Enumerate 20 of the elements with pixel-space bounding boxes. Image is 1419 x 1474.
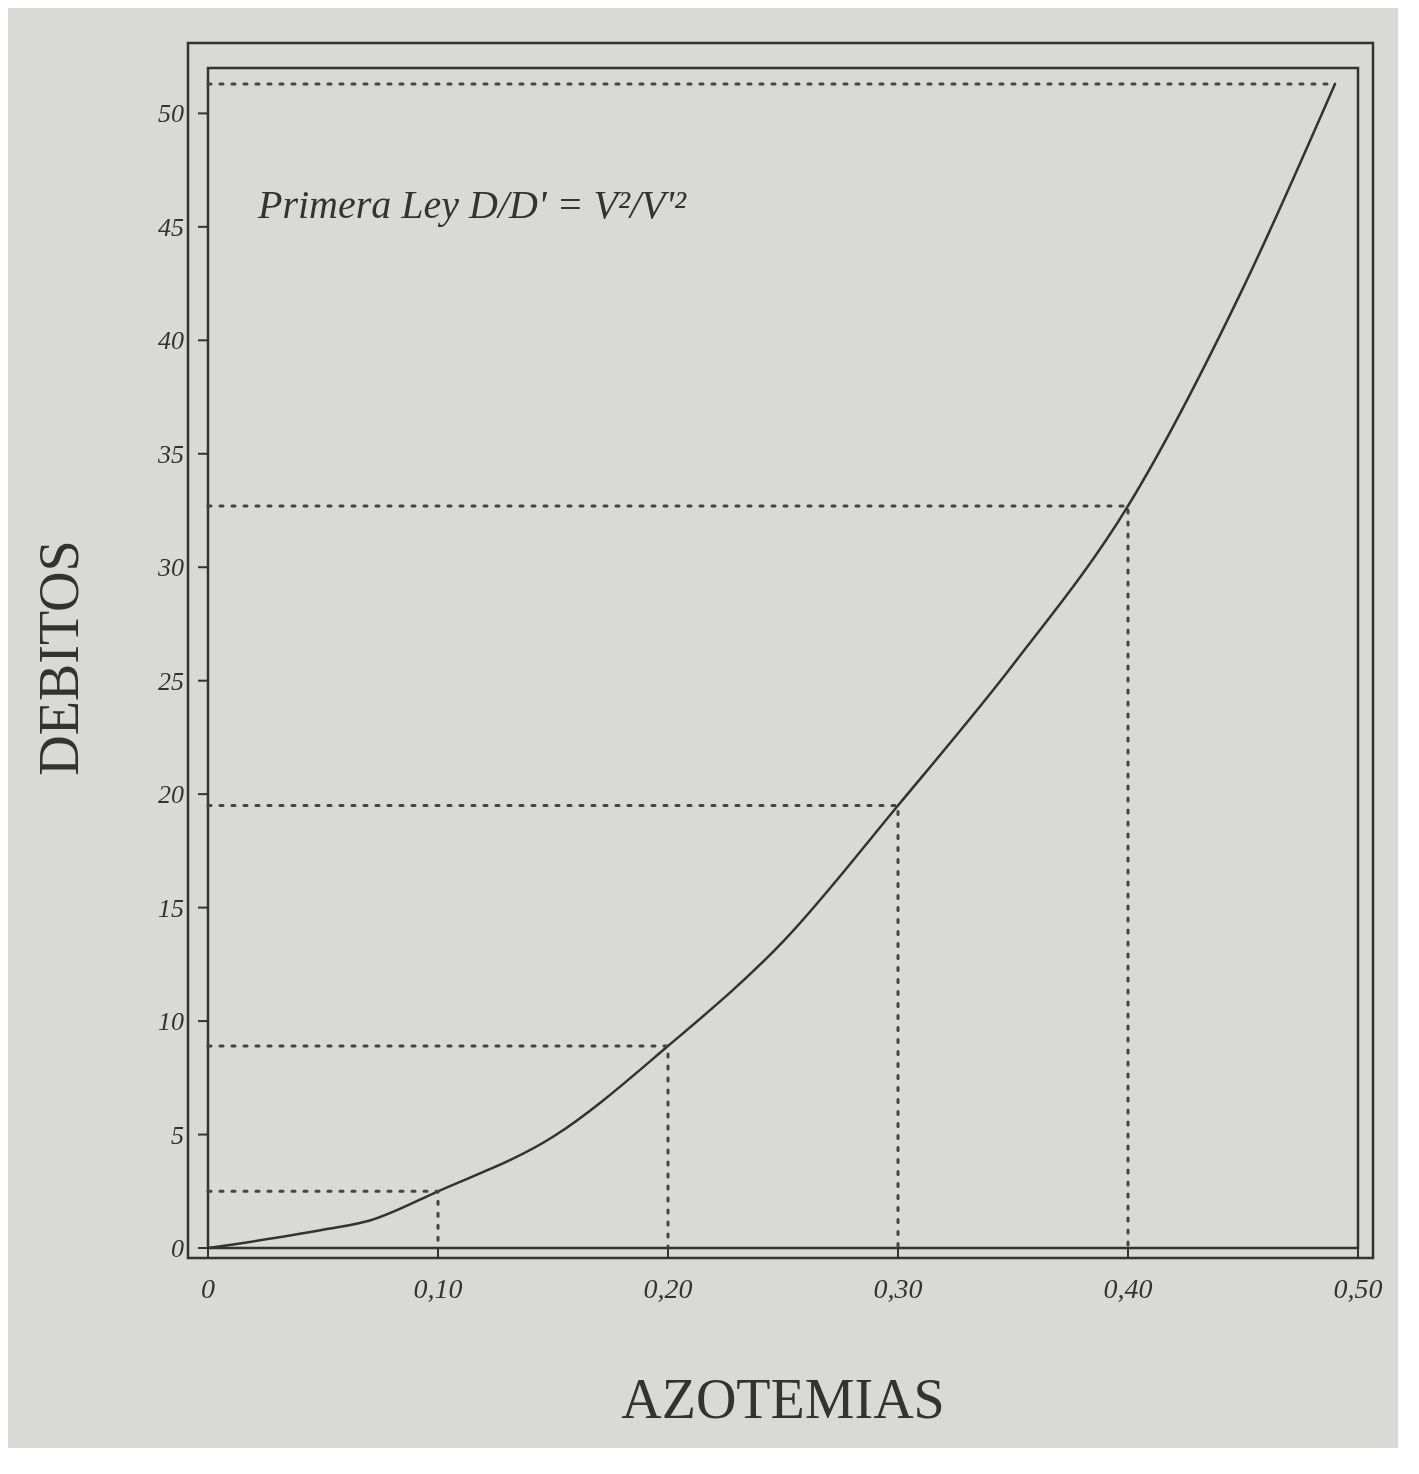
y-tick-label: 50 — [158, 99, 184, 129]
x-tick-label: 0,40 — [1103, 1273, 1153, 1304]
x-tick-label: 0,50 — [1333, 1273, 1383, 1304]
y-tick-label: 0 — [171, 1234, 184, 1264]
y-tick-label: 15 — [158, 893, 184, 923]
x-tick-label: 0,10 — [413, 1273, 463, 1304]
y-tick-label: 40 — [158, 326, 184, 356]
x-tick-label: 0,30 — [873, 1273, 923, 1304]
annotation: Primera Ley D/D' = V²/V'² — [257, 182, 688, 227]
y-tick-label: 20 — [158, 780, 184, 810]
y-tick-label: 25 — [158, 666, 184, 696]
y-tick-label: 35 — [157, 439, 184, 469]
x-tick-label: 0,20 — [643, 1273, 693, 1304]
y-tick-label: 45 — [158, 212, 184, 242]
y-axis-title: DEBITOS — [28, 540, 90, 776]
y-tick-label: 30 — [157, 553, 184, 583]
x-axis-title: AZOTEMIAS — [621, 1368, 945, 1430]
x-tick-label: 0 — [201, 1273, 215, 1304]
y-tick-label: 5 — [171, 1120, 184, 1150]
y-tick-label: 10 — [158, 1007, 184, 1037]
